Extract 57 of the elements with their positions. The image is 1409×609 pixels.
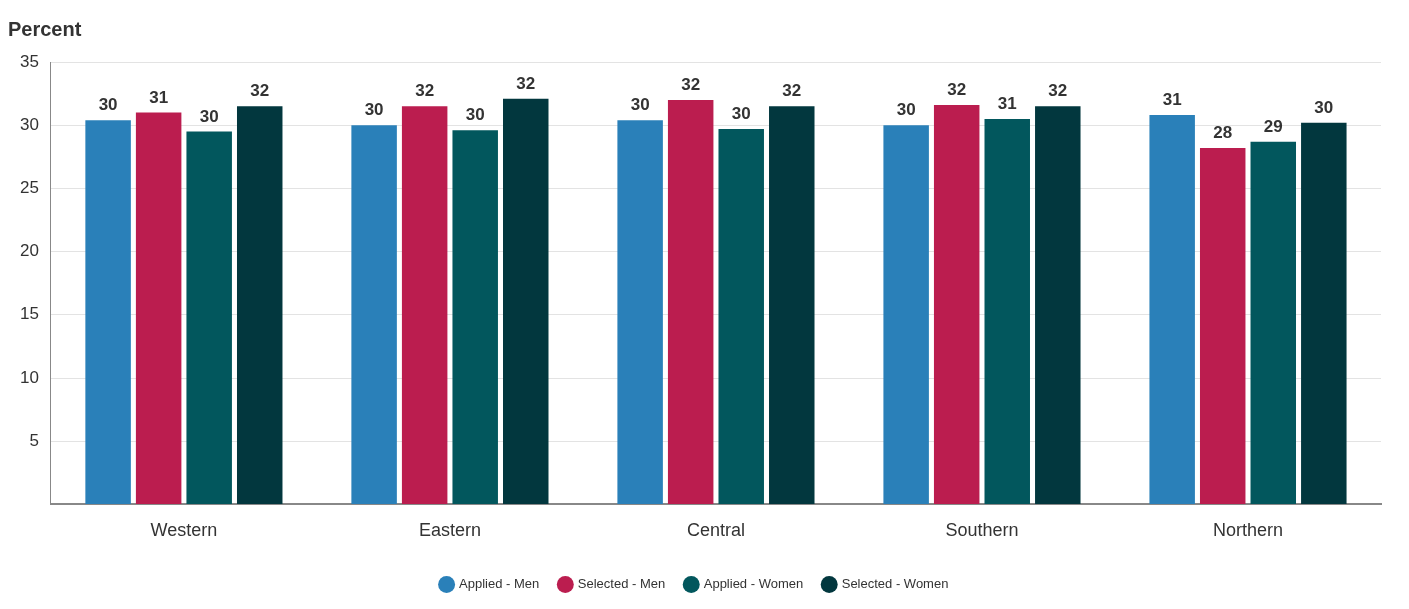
y-axis-title: Percent <box>8 17 82 40</box>
bar <box>503 98 549 504</box>
legend-label: Selected - Women <box>841 576 949 592</box>
data-label: 30 <box>731 104 751 124</box>
data-label: 32 <box>782 81 802 101</box>
bar <box>236 106 283 504</box>
data-label: 29 <box>1263 116 1283 136</box>
data-label: 32 <box>250 81 270 101</box>
bar <box>667 99 714 504</box>
data-label: 32 <box>681 75 701 95</box>
legend-label: Applied - Men <box>459 576 540 592</box>
bar <box>85 120 131 504</box>
data-label: 30 <box>364 100 384 120</box>
data-label: 31 <box>1162 90 1182 110</box>
y-tick-label: 5 <box>29 430 39 450</box>
x-tick-label: Central <box>686 520 745 541</box>
data-label: 30 <box>896 100 916 120</box>
data-label: 28 <box>1213 123 1233 143</box>
y-tick-label: 20 <box>19 241 39 261</box>
bar <box>1199 147 1246 504</box>
y-tick-label: 10 <box>19 367 39 387</box>
data-label: 32 <box>947 80 967 100</box>
x-tick-label: Western <box>150 520 218 541</box>
y-tick-label: 35 <box>19 51 39 71</box>
data-label: 30 <box>98 95 118 115</box>
bar <box>351 125 397 504</box>
y-tick-label: 30 <box>19 114 39 134</box>
legend-label: Selected - Men <box>577 576 666 592</box>
x-tick-label: Southern <box>945 520 1019 541</box>
legend-label: Applied - Women <box>703 576 804 592</box>
data-label: 32 <box>415 81 435 101</box>
bar <box>401 106 448 504</box>
data-label: 31 <box>997 94 1017 114</box>
data-label: 30 <box>630 95 650 115</box>
bar <box>933 104 980 504</box>
x-tick-label: Northern <box>1212 520 1284 541</box>
bar <box>452 130 498 504</box>
data-label: 31 <box>149 87 169 107</box>
data-label: 32 <box>1048 81 1068 101</box>
bar <box>1250 141 1297 504</box>
bar <box>883 125 929 504</box>
bar <box>718 128 764 504</box>
bar <box>186 131 232 504</box>
data-label: 30 <box>1314 97 1334 117</box>
bar <box>984 118 1030 504</box>
data-label: 30 <box>465 105 485 125</box>
bar <box>1149 115 1195 504</box>
data-label: 30 <box>199 106 219 126</box>
y-tick-label: 25 <box>19 178 39 198</box>
x-tick-label: Eastern <box>418 520 481 541</box>
bar <box>135 112 182 504</box>
data-label: 32 <box>516 73 536 93</box>
bar <box>1301 122 1347 504</box>
y-tick-label: 15 <box>19 304 39 324</box>
bar <box>617 120 663 504</box>
bar <box>769 106 815 504</box>
bar <box>1035 106 1081 504</box>
